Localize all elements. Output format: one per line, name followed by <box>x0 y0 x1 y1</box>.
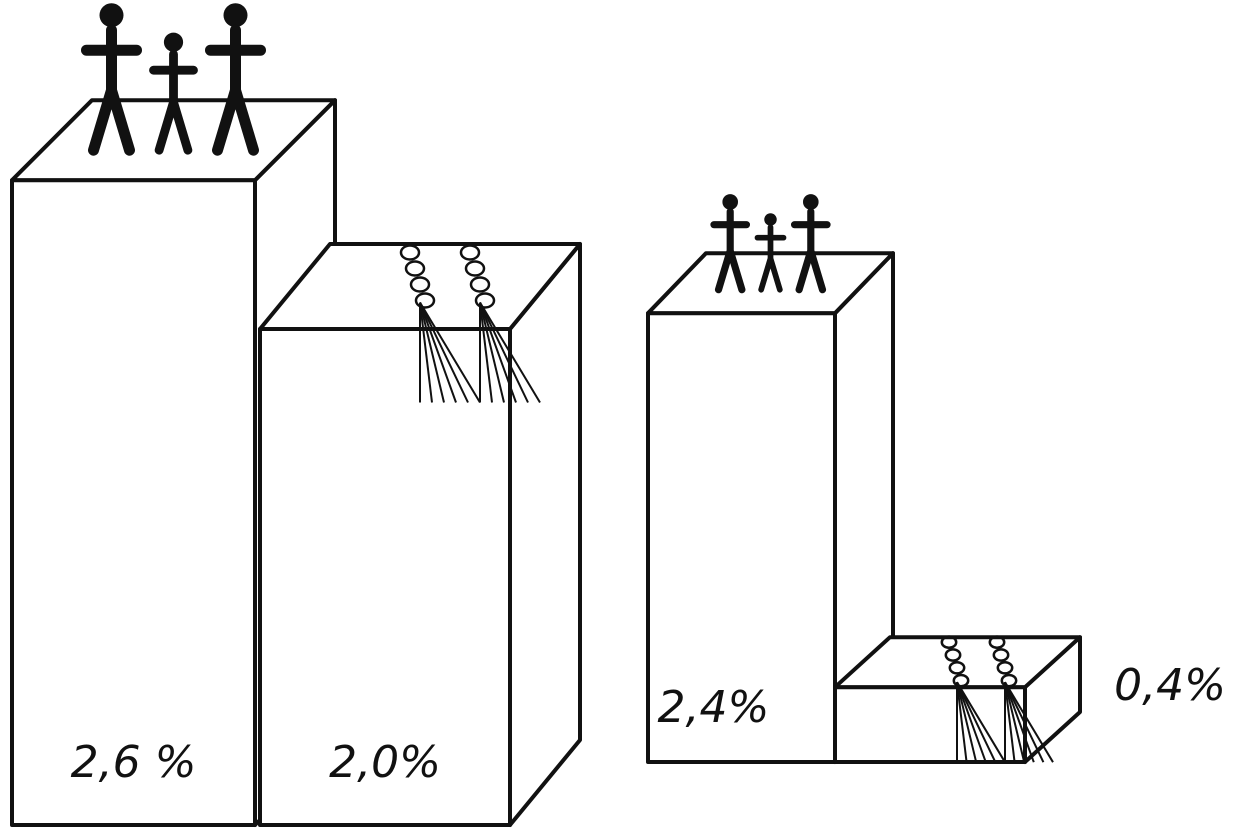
head <box>164 33 183 52</box>
value-label: 2,4% <box>658 682 770 733</box>
head <box>764 213 776 225</box>
bar <box>12 180 255 825</box>
head <box>224 3 248 27</box>
head <box>100 3 124 27</box>
chart: 2,6 % 2,0% 2,4% 0,4% <box>0 0 1236 832</box>
value-label: 2,6 % <box>71 737 197 788</box>
head <box>722 194 738 210</box>
head <box>803 194 819 210</box>
bar <box>835 687 1025 762</box>
value-label: 0,4% <box>1114 660 1226 711</box>
value-label: 2,0% <box>329 737 441 788</box>
bar-side <box>510 244 580 825</box>
